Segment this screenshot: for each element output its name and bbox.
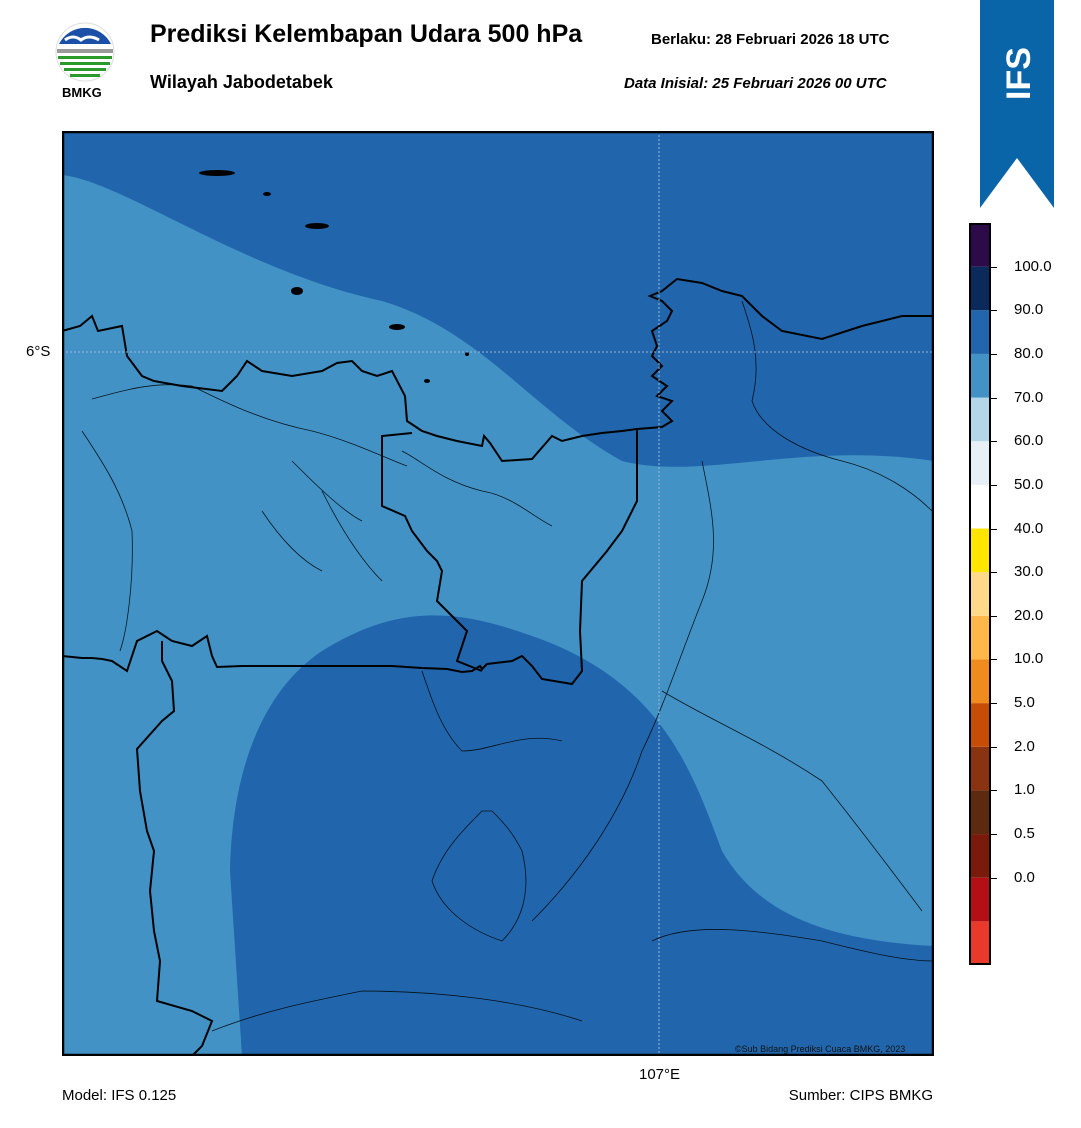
colorbar-swatch — [969, 484, 991, 529]
colorbar-swatch — [969, 834, 991, 878]
colorbar-swatch — [969, 266, 991, 311]
colorbar-tick-label: 90.0 — [1014, 301, 1044, 319]
colorbar-tick — [991, 266, 997, 268]
lat-label: 6°S — [26, 343, 51, 360]
colorbar-tick — [991, 659, 997, 661]
colorbar-swatch — [969, 397, 991, 442]
colorbar-tick-label: 40.0 — [1014, 519, 1044, 537]
colorbar-tick-label: 50.0 — [1014, 475, 1044, 493]
source-info: Sumber: CIPS BMKG — [788, 1087, 933, 1104]
colorbar-tick — [991, 615, 997, 617]
zone-70-80 — [62, 175, 934, 1056]
colorbar-tick — [991, 790, 997, 792]
colorbar-tick-label: 10.0 — [1014, 650, 1044, 668]
colorbar-tick — [991, 572, 997, 574]
colorbar-tick — [991, 528, 997, 530]
colorbar-swatch — [969, 572, 991, 616]
colorbar-swatch — [969, 528, 991, 573]
logo-text: BMKG — [62, 85, 102, 100]
colorbar-tick — [991, 746, 997, 748]
lon-label: 107°E — [639, 1066, 681, 1083]
colorbar-tick — [991, 484, 997, 486]
colorbar-tick — [991, 703, 997, 705]
colorbar-tick-label: 30.0 — [1014, 563, 1044, 581]
colorbar-swatch — [969, 877, 991, 922]
colorbar-swatch — [969, 921, 991, 965]
colorbar-tick — [991, 877, 997, 879]
colorbar-tick-label: 1.0 — [1014, 781, 1035, 799]
colorbar-swatch — [969, 441, 991, 485]
humidity-map — [61, 130, 935, 1057]
colorbar-swatch — [969, 746, 991, 791]
colorbar — [969, 223, 991, 965]
colorbar-tick-label: 70.0 — [1014, 388, 1044, 406]
colorbar-tick-label: 60.0 — [1014, 432, 1044, 450]
copyright-text: ©Sub Bidang Prediksi Cuaca BMKG, 2023 — [735, 1044, 906, 1054]
ifs-badge-text: IFS — [1000, 47, 1038, 100]
colorbar-tick-label: 100.0 — [1014, 257, 1052, 275]
valid-time: Berlaku: 28 Februari 2026 18 UTC — [651, 31, 890, 48]
colorbar-tick-label: 2.0 — [1014, 737, 1035, 755]
colorbar-swatch — [969, 790, 991, 835]
colorbar-tick — [991, 397, 997, 399]
colorbar-tick-label: 80.0 — [1014, 344, 1044, 362]
colorbar-tick-label: 0.5 — [1014, 825, 1035, 843]
colorbar-tick-label: 20.0 — [1014, 606, 1044, 624]
colorbar-tick — [991, 834, 997, 836]
colorbar-swatch — [969, 615, 991, 660]
model-info: Model: IFS 0.125 — [62, 1087, 177, 1104]
colorbar-tick — [991, 441, 997, 443]
colorbar-tick-label: 5.0 — [1014, 694, 1035, 712]
colorbar-tick-label: 0.0 — [1014, 868, 1035, 886]
colorbar-swatch — [969, 223, 991, 267]
colorbar-swatch — [969, 703, 991, 747]
region-subtitle: Wilayah Jabodetabek — [150, 72, 333, 92]
colorbar-swatch — [969, 353, 991, 398]
colorbar-swatch — [969, 310, 991, 354]
init-time: Data Inisial: 25 Februari 2026 00 UTC — [624, 75, 887, 92]
colorbar-swatch — [969, 659, 991, 704]
bmkg-logo — [55, 22, 115, 84]
colorbar-tick — [991, 310, 997, 312]
ifs-badge: IFS — [980, 0, 1054, 208]
colorbar-tick — [991, 353, 997, 355]
page-title: Prediksi Kelembapan Udara 500 hPa — [150, 20, 583, 48]
